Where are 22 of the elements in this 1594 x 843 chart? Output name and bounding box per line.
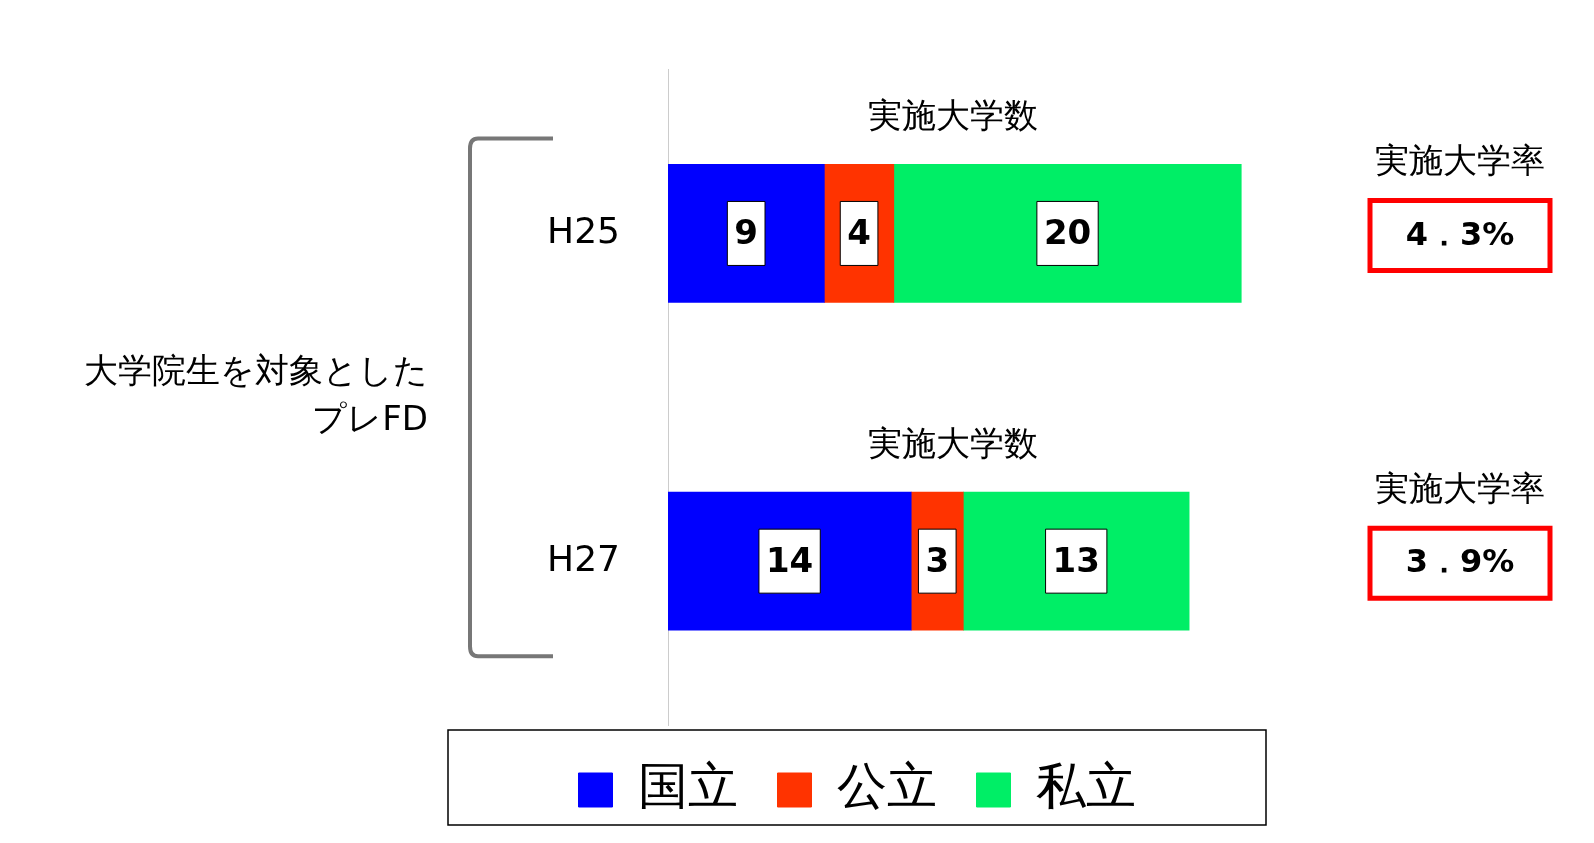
bar: [893, 164, 1242, 303]
data-label: 13: [1052, 539, 1100, 580]
text: 3．9%: [1405, 542, 1515, 581]
bar: [668, 491, 912, 631]
legend-label: 私立: [1035, 756, 1136, 815]
text: 実施大学率: [1375, 140, 1545, 181]
text: 大学院生を対象としたプレFD: [84, 350, 428, 439]
legend-label: 公立: [836, 756, 937, 815]
text: 4．3%: [1405, 214, 1515, 253]
y-tick-label: H25: [547, 209, 620, 251]
annotation: 実施大学数: [868, 422, 1038, 463]
data-label: 14: [765, 539, 814, 580]
annotation: 実施大学数: [868, 95, 1038, 136]
data-label: 4: [847, 212, 871, 253]
bar: [668, 164, 825, 303]
y-tick-label: H27: [547, 537, 620, 579]
legend-label: 国立: [637, 756, 738, 815]
text: 実施大学率: [1375, 467, 1545, 508]
data-label: 3: [925, 539, 950, 580]
bar: [962, 491, 1190, 631]
data-label: 20: [1043, 212, 1092, 253]
data-label: 9: [734, 212, 759, 253]
